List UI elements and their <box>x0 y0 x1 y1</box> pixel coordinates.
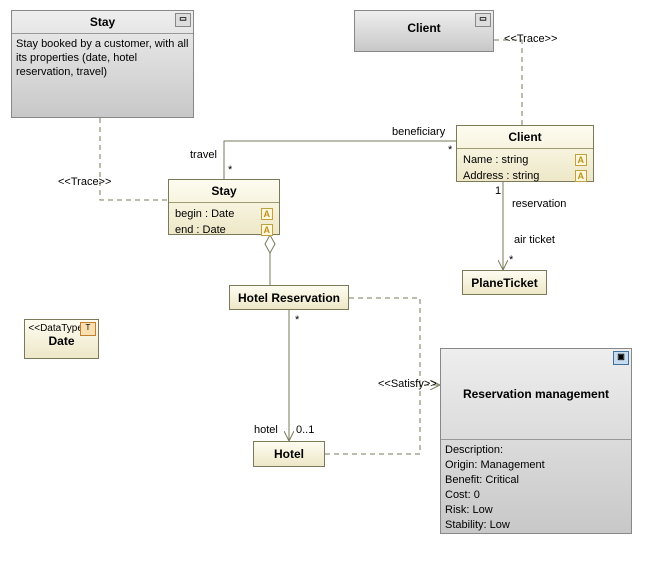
lock-icon: A <box>261 224 274 236</box>
attr-row: Name : string A <box>461 152 589 168</box>
req-icon: ▣ <box>613 351 629 365</box>
label-trace: <<Trace>> <box>504 33 557 45</box>
label-star: * <box>295 314 299 326</box>
label-hotel: hotel <box>254 424 278 436</box>
label-star: * <box>509 254 513 266</box>
label-star: * <box>448 144 452 156</box>
lock-icon: A <box>261 208 274 220</box>
label-travel: travel <box>190 149 217 161</box>
stay-note-title: Stay ▭ <box>12 11 193 34</box>
plane-ticket-title: PlaneTicket <box>463 271 546 295</box>
note-icon: ▭ <box>475 13 491 27</box>
label-trace: <<Trace>> <box>58 176 111 188</box>
attr-row: Address : string A <box>461 168 589 184</box>
date-datatype: <<DataType>> Date T <box>24 319 99 359</box>
stay-note-box: Stay ▭ Stay booked by a customer, with a… <box>11 10 194 118</box>
label-mult01: 0..1 <box>296 424 314 436</box>
label-star: * <box>228 164 232 176</box>
date-title: Date <box>25 334 98 348</box>
hotel-reservation-class: Hotel Reservation <box>229 285 349 310</box>
label-one: 1 <box>495 185 501 197</box>
stay-class: Stay begin : Date A end : Date A <box>168 179 280 235</box>
label-satisfy: <<Satisfy>> <box>378 378 437 390</box>
client-class: Client Name : string A Address : string … <box>456 125 594 182</box>
hotel-title: Hotel <box>254 442 324 466</box>
plane-ticket-class: PlaneTicket <box>462 270 547 295</box>
client-class-attrs: Name : string A Address : string A <box>457 149 593 187</box>
attr-row: begin : Date A <box>173 206 275 222</box>
note-icon: ▭ <box>175 13 191 27</box>
reservation-mgmt-title: Reservation management ▣ <box>441 349 631 440</box>
lock-icon: A <box>575 154 588 166</box>
reservation-mgmt-box: Reservation management ▣ Description: Or… <box>440 348 632 534</box>
stay-note-body: Stay booked by a customer, with all its … <box>12 34 193 82</box>
hotel-class: Hotel <box>253 441 325 467</box>
client-class-title: Client <box>457 126 593 149</box>
label-reservation: reservation <box>512 198 566 210</box>
lock-icon: A <box>575 170 588 182</box>
label-air-ticket: air ticket <box>514 234 555 246</box>
hotel-reservation-title: Hotel Reservation <box>230 286 348 310</box>
reservation-mgmt-body: Description: Origin: Management Benefit:… <box>441 440 631 536</box>
stay-class-attrs: begin : Date A end : Date A <box>169 203 279 241</box>
client-note-title: Client ▭ <box>355 11 493 39</box>
type-icon: T <box>80 322 96 336</box>
attr-row: end : Date A <box>173 222 275 238</box>
label-beneficiary: beneficiary <box>392 126 445 138</box>
client-note-box: Client ▭ <box>354 10 494 52</box>
stay-class-title: Stay <box>169 180 279 203</box>
